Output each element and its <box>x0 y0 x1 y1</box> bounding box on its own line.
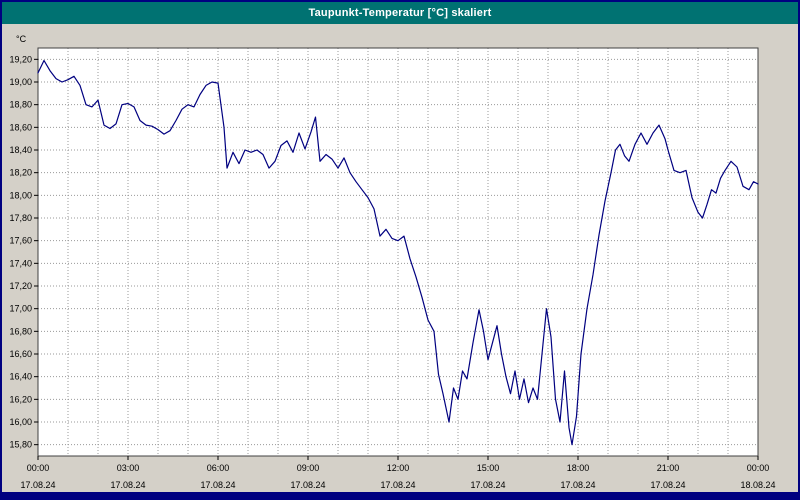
svg-text:17.08.24: 17.08.24 <box>470 480 505 490</box>
svg-text:15,80: 15,80 <box>9 440 32 450</box>
svg-text:21:00: 21:00 <box>657 463 680 473</box>
chart-title: Taupunkt-Temperatur [°C] skaliert <box>308 7 492 19</box>
svg-text:17,40: 17,40 <box>9 258 32 268</box>
svg-text:17.08.24: 17.08.24 <box>200 480 235 490</box>
svg-text:17.08.24: 17.08.24 <box>560 480 595 490</box>
svg-text:17,00: 17,00 <box>9 304 32 314</box>
svg-text:17.08.24: 17.08.24 <box>110 480 145 490</box>
svg-text:12:00: 12:00 <box>387 463 410 473</box>
svg-text:16,40: 16,40 <box>9 372 32 382</box>
svg-text:17.08.24: 17.08.24 <box>380 480 415 490</box>
svg-text:00:00: 00:00 <box>747 463 770 473</box>
svg-text:06:00: 06:00 <box>207 463 230 473</box>
titlebar: Taupunkt-Temperatur [°C] skaliert <box>2 2 798 24</box>
svg-text:17,80: 17,80 <box>9 213 32 223</box>
svg-text:16,80: 16,80 <box>9 326 32 336</box>
svg-text:19,20: 19,20 <box>9 54 32 64</box>
svg-text:17,60: 17,60 <box>9 236 32 246</box>
svg-text:16,20: 16,20 <box>9 394 32 404</box>
svg-text:18,80: 18,80 <box>9 100 32 110</box>
svg-text:16,60: 16,60 <box>9 349 32 359</box>
svg-text:18.08.24: 18.08.24 <box>740 480 775 490</box>
svg-text:16,00: 16,00 <box>9 417 32 427</box>
svg-text:18:00: 18:00 <box>567 463 590 473</box>
svg-text:17,20: 17,20 <box>9 281 32 291</box>
svg-text:03:00: 03:00 <box>117 463 140 473</box>
svg-text:09:00: 09:00 <box>297 463 320 473</box>
chart-canvas: °C 19,20 19,00 18,80 18,60 18,40 18,20 18,00 17,… <box>9 34 775 490</box>
chart-area: °C 19,20 19,00 18,80 18,60 18,40 18,20 18,00 17,… <box>2 24 798 492</box>
svg-text:15:00: 15:00 <box>477 463 500 473</box>
svg-text:18,20: 18,20 <box>9 168 32 178</box>
svg-text:18,40: 18,40 <box>9 145 32 155</box>
svg-text:°C: °C <box>16 34 27 44</box>
svg-text:17.08.24: 17.08.24 <box>290 480 325 490</box>
svg-text:00:00: 00:00 <box>27 463 50 473</box>
svg-text:18,60: 18,60 <box>9 122 32 132</box>
svg-text:17.08.24: 17.08.24 <box>650 480 685 490</box>
svg-text:17.08.24: 17.08.24 <box>20 480 55 490</box>
svg-text:18,00: 18,00 <box>9 190 32 200</box>
svg-text:19,00: 19,00 <box>9 77 32 87</box>
